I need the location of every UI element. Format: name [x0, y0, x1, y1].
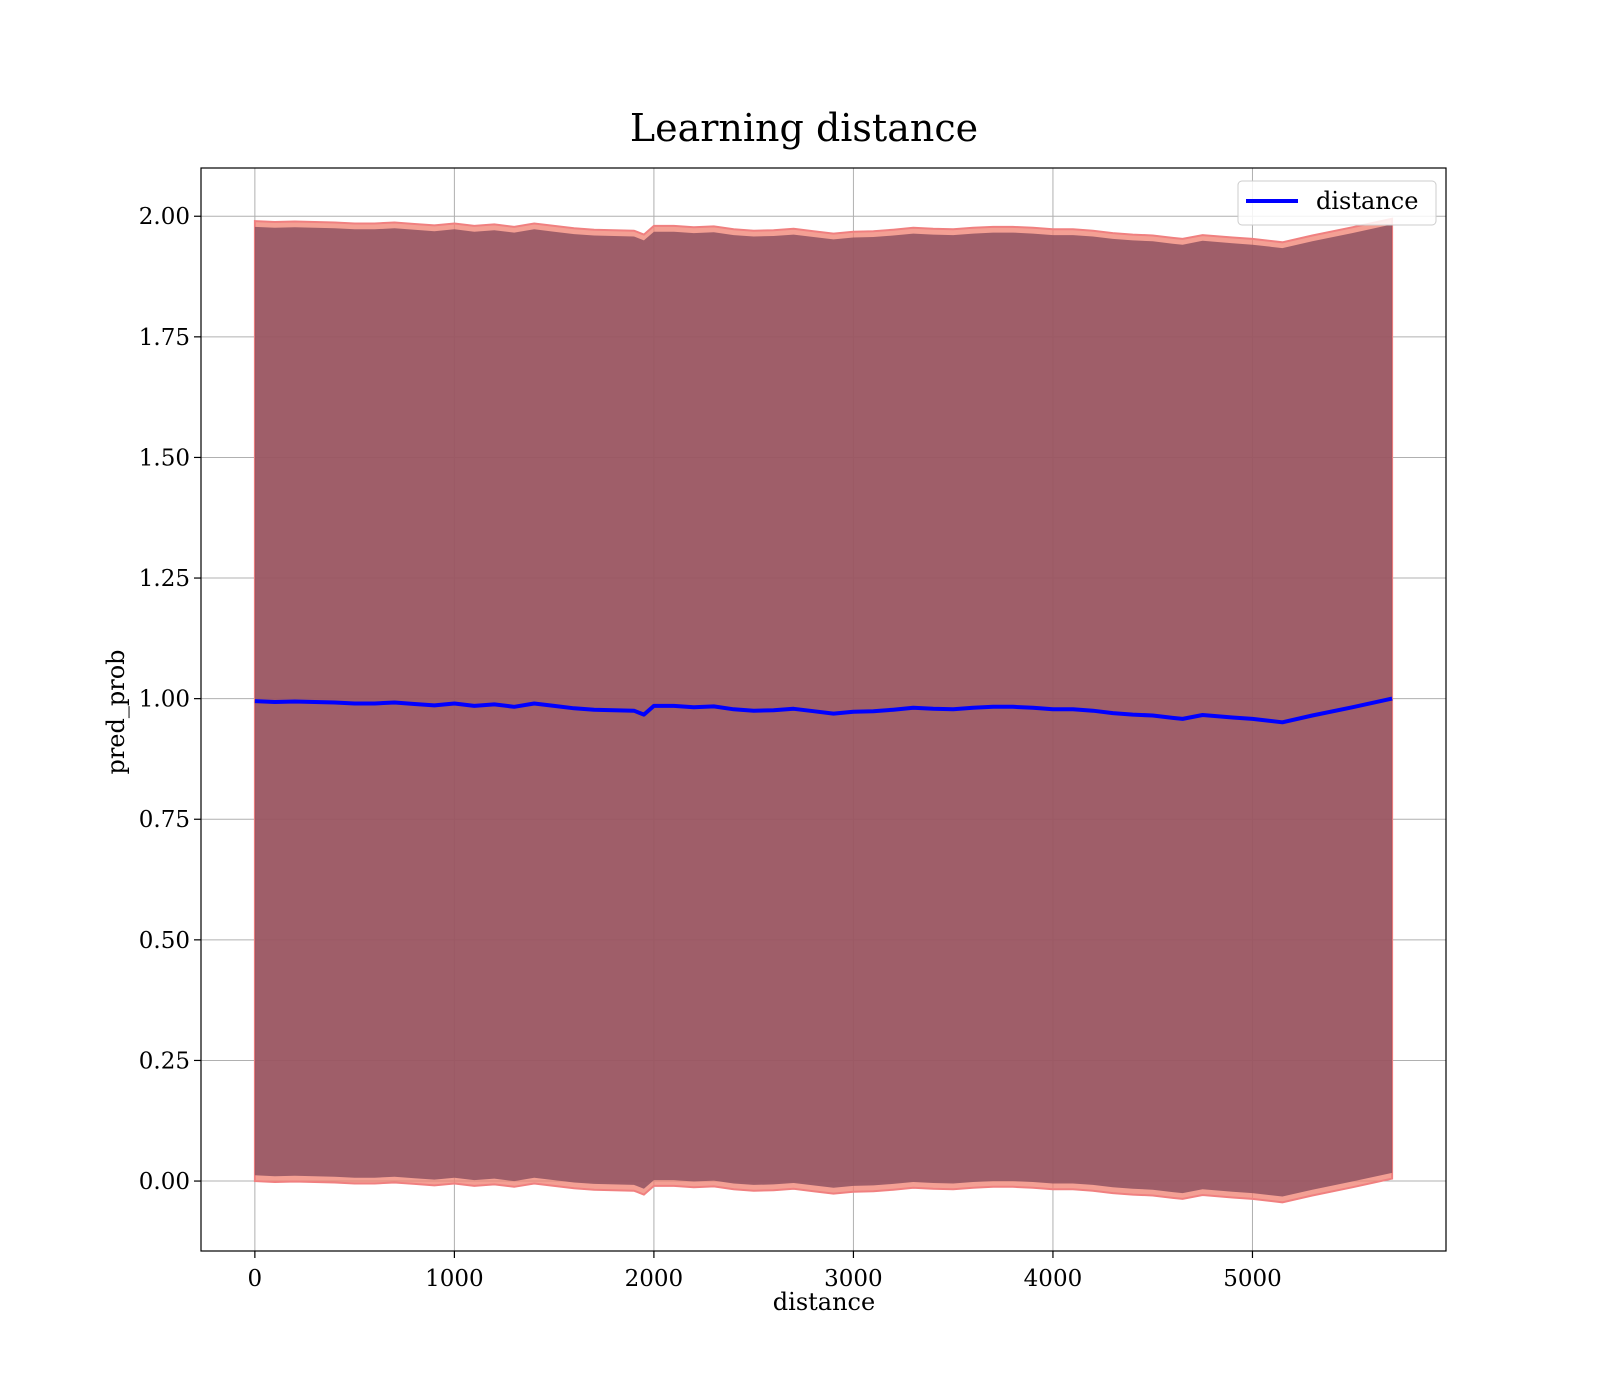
x-axis-label: distance [773, 1288, 875, 1316]
y-tick-label: 0.75 [139, 807, 190, 833]
y-axis-label: pred_prob [102, 649, 130, 774]
x-tick-label: 2000 [625, 1266, 684, 1292]
plot-frame [200, 167, 1447, 1252]
x-tick-label: 4000 [1024, 1266, 1083, 1292]
y-tick-label: 1.25 [139, 566, 190, 592]
y-tick-label: 0.25 [139, 1048, 190, 1074]
y-tick-label: 2.00 [139, 204, 190, 230]
y-tick-label: 0.00 [139, 1169, 190, 1195]
y-tick-label: 1.75 [139, 325, 190, 351]
legend-label-distance: distance [1316, 187, 1418, 215]
series-layer [254, 696, 1393, 725]
legend-box [1237, 180, 1437, 226]
series-line-distance [254, 696, 1393, 725]
legend: distance [1237, 180, 1437, 226]
x-tick-label: 3000 [824, 1266, 883, 1292]
chart-title: Learning distance [630, 106, 978, 150]
y-tick-label: 1.00 [139, 687, 190, 713]
y-axis: 0.00 0.25 0.50 0.75 1.00 1.25 1.50 1.75 2.00 [139, 204, 201, 1195]
x-tick-label: 1000 [425, 1266, 484, 1292]
x-tick-label: 0 [248, 1266, 263, 1292]
y-tick-label: 1.50 [139, 445, 190, 471]
x-axis: 0 1000 2000 3000 4000 5000 [248, 1251, 1282, 1292]
y-tick-label: 0.50 [139, 928, 190, 954]
x-tick-label: 5000 [1223, 1266, 1282, 1292]
